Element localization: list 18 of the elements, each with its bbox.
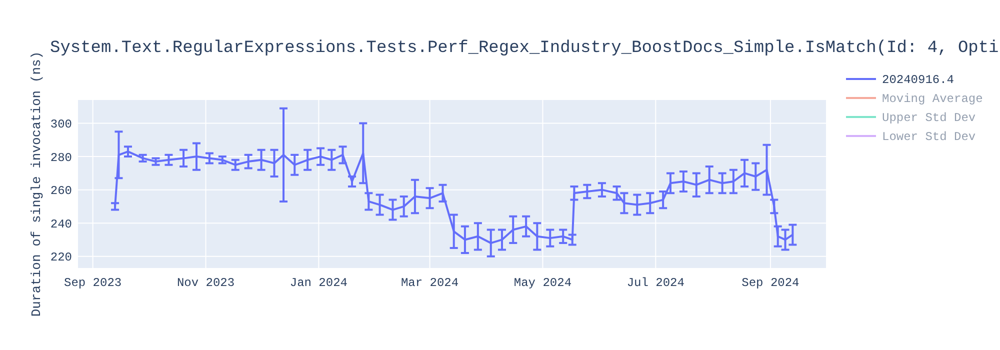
- chart-title: System.Text.RegularExpressions.Tests.Perf_Regex_Industry_BoostDocs_Simple.IsMatch(Id: 4, Opti: [50, 39, 999, 58]
- y-tick-label: 220: [50, 250, 72, 265]
- x-tick-label: Sep 2023: [64, 276, 122, 290]
- y-tick-label: 260: [50, 184, 72, 198]
- x-tick-label: Sep 2024: [742, 276, 800, 290]
- x-tick-label: May 2024: [514, 276, 572, 290]
- x-tick-label: Jan 2024: [290, 276, 348, 290]
- x-tick-label: Nov 2023: [176, 276, 235, 290]
- y-tick-label: 300: [50, 117, 72, 132]
- x-tick-label: Jul 2024: [626, 276, 684, 290]
- y-tick-label: 240: [50, 217, 72, 232]
- y-tick-label: 280: [50, 150, 72, 165]
- legend-label: Upper Std Dev: [882, 111, 976, 126]
- x-tick-label: Mar 2024: [400, 276, 459, 290]
- legend-label: 20240916.4: [882, 73, 954, 88]
- legend-label: Moving Average: [882, 92, 983, 106]
- y-axis-title: Duration of single invocation (ns): [29, 51, 44, 317]
- legend-label: Lower Std Dev: [882, 130, 976, 144]
